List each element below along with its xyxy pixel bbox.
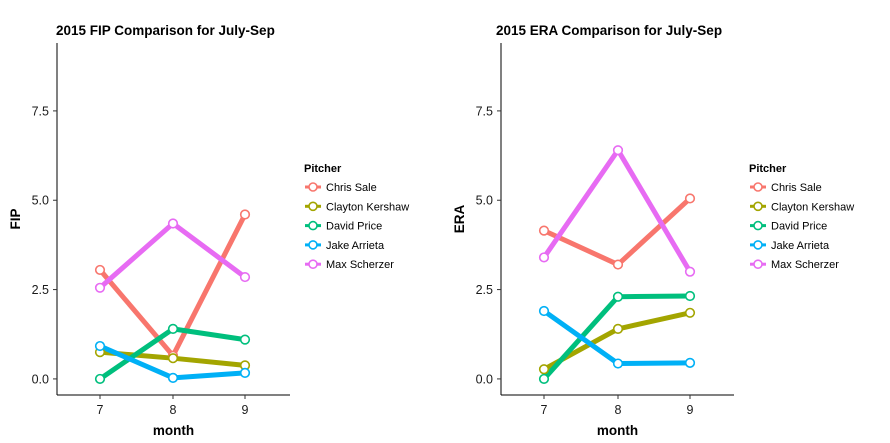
x-tick-label: 7 — [97, 403, 104, 417]
data-point-max-scherzer — [538, 252, 550, 263]
series-line-max-scherzer — [541, 147, 693, 273]
data-point-clayton-kershaw — [684, 307, 696, 318]
legend-item-chris-sale: Chris Sale — [750, 182, 822, 194]
legend-item-clayton-kershaw: Clayton Kershaw — [305, 201, 409, 213]
data-point-david-price — [538, 373, 550, 385]
data-point-chris-sale — [538, 225, 550, 236]
y-tick-label: 2.5 — [32, 283, 49, 297]
legend-key-point — [308, 259, 318, 270]
legend-key-point — [753, 220, 763, 231]
data-point-chris-sale — [239, 209, 251, 220]
data-point-jake-arrieta — [239, 367, 251, 378]
x-tick-label: 8 — [615, 403, 622, 417]
legend-key-point — [753, 240, 763, 250]
y-tick-label: 7.5 — [476, 104, 493, 118]
data-point-chris-sale — [684, 193, 696, 204]
legend: Pitcher Chris Sale Clayton Kershaw David Pr… — [749, 163, 854, 271]
data-point-max-scherzer — [94, 282, 106, 293]
legend-label: Clayton Kershaw — [326, 201, 409, 213]
y-tick-label: 5.0 — [32, 194, 49, 208]
data-point-jake-arrieta — [167, 372, 179, 383]
chart-title: 2015 FIP Comparison for July-Sep — [56, 23, 275, 38]
x-tick-label: 9 — [687, 403, 694, 417]
legend-label: Max Scherzer — [326, 259, 394, 271]
legend-label: Jake Arrieta — [326, 240, 385, 252]
data-point-jake-arrieta — [684, 357, 696, 368]
x-tick-label: 9 — [242, 403, 249, 417]
data-point-jake-arrieta — [538, 305, 550, 317]
legend-title: Pitcher — [749, 163, 787, 175]
y-tick-label: 7.5 — [32, 104, 49, 118]
data-point-david-price — [94, 373, 106, 385]
x-axis-title: month — [597, 423, 638, 438]
legend-title: Pitcher — [304, 163, 342, 175]
legend-key-point — [308, 182, 318, 192]
data-point-david-price — [239, 334, 251, 345]
data-point-clayton-kershaw — [538, 364, 550, 375]
legend-key-point — [753, 182, 763, 192]
data-point-david-price — [167, 323, 179, 334]
legend-item-jake-arrieta: Jake Arrieta — [305, 240, 385, 252]
data-point-jake-arrieta — [94, 340, 106, 352]
legend-key-point — [308, 201, 318, 212]
data-point-chris-sale — [94, 264, 106, 276]
legend-item-chris-sale: Chris Sale — [305, 182, 377, 194]
data-point-clayton-kershaw — [612, 323, 624, 334]
data-point-max-scherzer — [239, 271, 251, 283]
legend-item-jake-arrieta: Jake Arrieta — [750, 240, 830, 252]
legend-label: Max Scherzer — [771, 259, 839, 271]
legend-item-david-price: David Price — [305, 221, 382, 233]
x-axis-title: month — [153, 423, 194, 438]
legend: Pitcher Chris Sale Clayton Kershaw David Pr… — [304, 163, 409, 271]
chart-panel-2: 2015 ERA Comparison for July-Sep 0.0 2.5 5.… — [452, 23, 854, 438]
y-tick-label: 0.0 — [32, 372, 49, 386]
data-point-max-scherzer — [612, 145, 624, 156]
legend-key-point — [753, 259, 763, 270]
legend-label: David Price — [771, 221, 827, 233]
y-tick-label: 2.5 — [476, 283, 493, 297]
chart-panel-1: 2015 FIP Comparison for July-Sep 0.0 2.5 5.… — [8, 23, 409, 438]
x-tick-label: 8 — [170, 403, 177, 417]
legend-item-max-scherzer: Max Scherzer — [750, 259, 839, 271]
chart-title: 2015 ERA Comparison for July-Sep — [496, 23, 722, 38]
y-axis-title: FIP — [8, 208, 23, 229]
legend-item-clayton-kershaw: Clayton Kershaw — [750, 201, 854, 213]
legend-label: Jake Arrieta — [771, 240, 830, 252]
data-point-jake-arrieta — [612, 358, 624, 369]
data-point-david-price — [684, 290, 696, 302]
y-tick-label: 0.0 — [476, 372, 493, 386]
legend-label: Chris Sale — [326, 182, 377, 194]
data-point-clayton-kershaw — [167, 353, 179, 364]
legend-key-point — [753, 201, 763, 212]
data-point-david-price — [612, 291, 624, 302]
legend-key-point — [308, 240, 318, 250]
legend-item-max-scherzer: Max Scherzer — [305, 259, 394, 271]
data-point-chris-sale — [612, 259, 624, 270]
data-point-max-scherzer — [684, 266, 696, 277]
x-tick-label: 7 — [541, 403, 548, 417]
data-point-max-scherzer — [167, 218, 179, 229]
legend-label: David Price — [326, 221, 382, 233]
legend-key-point — [308, 220, 318, 231]
legend-label: Clayton Kershaw — [771, 201, 854, 213]
legend-item-david-price: David Price — [750, 221, 827, 233]
y-tick-label: 5.0 — [476, 194, 493, 208]
y-axis-title: ERA — [452, 205, 467, 234]
legend-label: Chris Sale — [771, 182, 822, 194]
